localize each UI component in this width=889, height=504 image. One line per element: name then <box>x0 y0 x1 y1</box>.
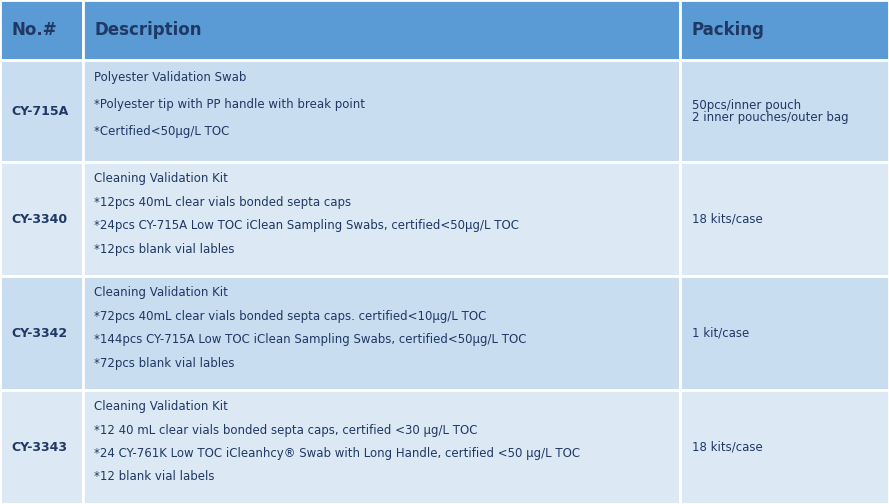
Bar <box>680 390 889 504</box>
Bar <box>83 276 680 390</box>
Bar <box>0 162 83 276</box>
Text: Polyester Validation Swab: Polyester Validation Swab <box>94 71 246 84</box>
Text: Cleaning Validation Kit: Cleaning Validation Kit <box>94 286 228 299</box>
Text: No.#: No.# <box>12 21 57 39</box>
Text: 2 inner pouches/outer bag: 2 inner pouches/outer bag <box>692 111 848 124</box>
Bar <box>680 60 889 162</box>
Text: 18 kits/case: 18 kits/case <box>692 440 763 454</box>
Bar <box>680 0 889 60</box>
Text: *12pcs 40mL clear vials bonded septa caps: *12pcs 40mL clear vials bonded septa cap… <box>94 196 351 209</box>
Bar <box>83 0 680 60</box>
Bar <box>0 276 83 390</box>
Bar <box>0 0 83 60</box>
Bar <box>680 162 889 276</box>
Text: *24pcs CY-715A Low TOC iClean Sampling Swabs, certified<50μg/L TOC: *24pcs CY-715A Low TOC iClean Sampling S… <box>94 219 519 232</box>
Bar <box>83 162 680 276</box>
Text: *12pcs blank vial lables: *12pcs blank vial lables <box>94 243 235 256</box>
Text: 50pcs/inner pouch: 50pcs/inner pouch <box>692 99 801 111</box>
Text: Cleaning Validation Kit: Cleaning Validation Kit <box>94 400 228 413</box>
Text: CY-3340: CY-3340 <box>12 213 68 226</box>
Bar <box>83 390 680 504</box>
Bar <box>83 60 680 162</box>
Text: CY-3343: CY-3343 <box>12 440 68 454</box>
Text: 1 kit/case: 1 kit/case <box>692 327 749 340</box>
Text: Cleaning Validation Kit: Cleaning Validation Kit <box>94 172 228 185</box>
Text: *144pcs CY-715A Low TOC iClean Sampling Swabs, certified<50μg/L TOC: *144pcs CY-715A Low TOC iClean Sampling … <box>94 333 527 346</box>
Text: *24 CY-761K Low TOC iCleanhcy® Swab with Long Handle, certified <50 μg/L TOC: *24 CY-761K Low TOC iCleanhcy® Swab with… <box>94 447 581 460</box>
Bar <box>680 276 889 390</box>
Text: *72pcs 40mL clear vials bonded septa caps. certified<10μg/L TOC: *72pcs 40mL clear vials bonded septa cap… <box>94 309 486 323</box>
Text: *12 blank vial labels: *12 blank vial labels <box>94 471 215 483</box>
Text: Packing: Packing <box>692 21 765 39</box>
Text: CY-3342: CY-3342 <box>12 327 68 340</box>
Text: *72pcs blank vial lables: *72pcs blank vial lables <box>94 357 235 369</box>
Text: CY-715A: CY-715A <box>12 105 68 118</box>
Bar <box>0 390 83 504</box>
Text: *12 40 mL clear vials bonded septa caps, certified <30 μg/L TOC: *12 40 mL clear vials bonded septa caps,… <box>94 423 477 436</box>
Bar <box>0 60 83 162</box>
Text: 18 kits/case: 18 kits/case <box>692 213 763 226</box>
Text: *Certified<50μg/L TOC: *Certified<50μg/L TOC <box>94 125 229 138</box>
Text: *Polyester tip with PP handle with break point: *Polyester tip with PP handle with break… <box>94 98 365 111</box>
Text: Description: Description <box>94 21 202 39</box>
